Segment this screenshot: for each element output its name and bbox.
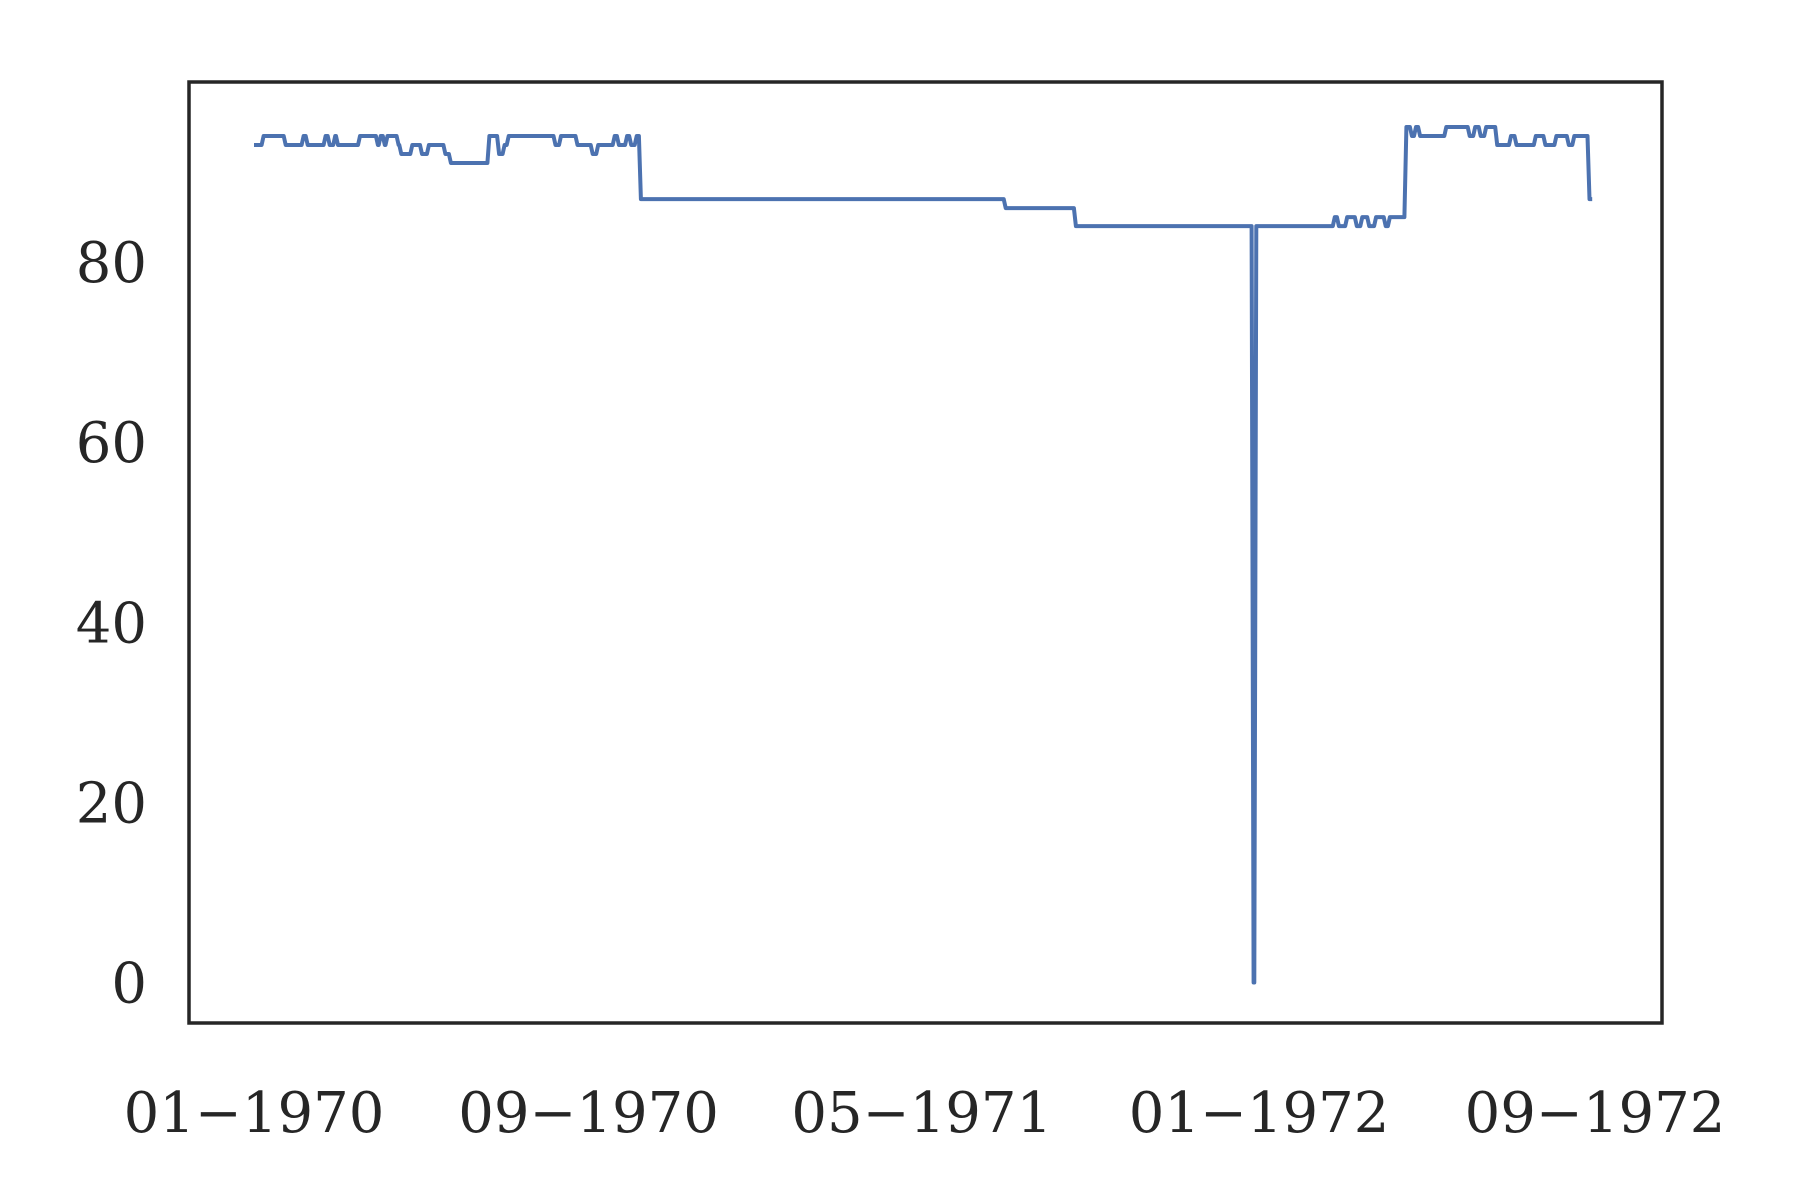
x-tick-label: 09−1970 — [458, 1081, 719, 1146]
x-tick-label: 01−1972 — [1129, 1081, 1390, 1146]
y-tick-label: 20 — [76, 771, 147, 836]
y-tick-label: 0 — [111, 951, 147, 1016]
x-axis-ticks: 01−1970 09−1970 05−1971 01−1972 09−1972 — [124, 1081, 1726, 1146]
series-line-0 — [254, 125, 1593, 985]
y-axis-ticks: 0 20 40 60 80 — [76, 231, 147, 1016]
x-tick-label: 09−1972 — [1465, 1081, 1726, 1146]
y-tick-label: 60 — [76, 411, 147, 476]
y-tick-label: 40 — [76, 591, 147, 656]
x-tick-label: 05−1971 — [791, 1081, 1052, 1146]
plot-frame — [187, 80, 1664, 1025]
plot-area-background — [189, 82, 1662, 1023]
y-tick-label: 80 — [76, 231, 147, 296]
series-layer — [254, 125, 1593, 985]
x-tick-label: 01−1970 — [124, 1081, 385, 1146]
